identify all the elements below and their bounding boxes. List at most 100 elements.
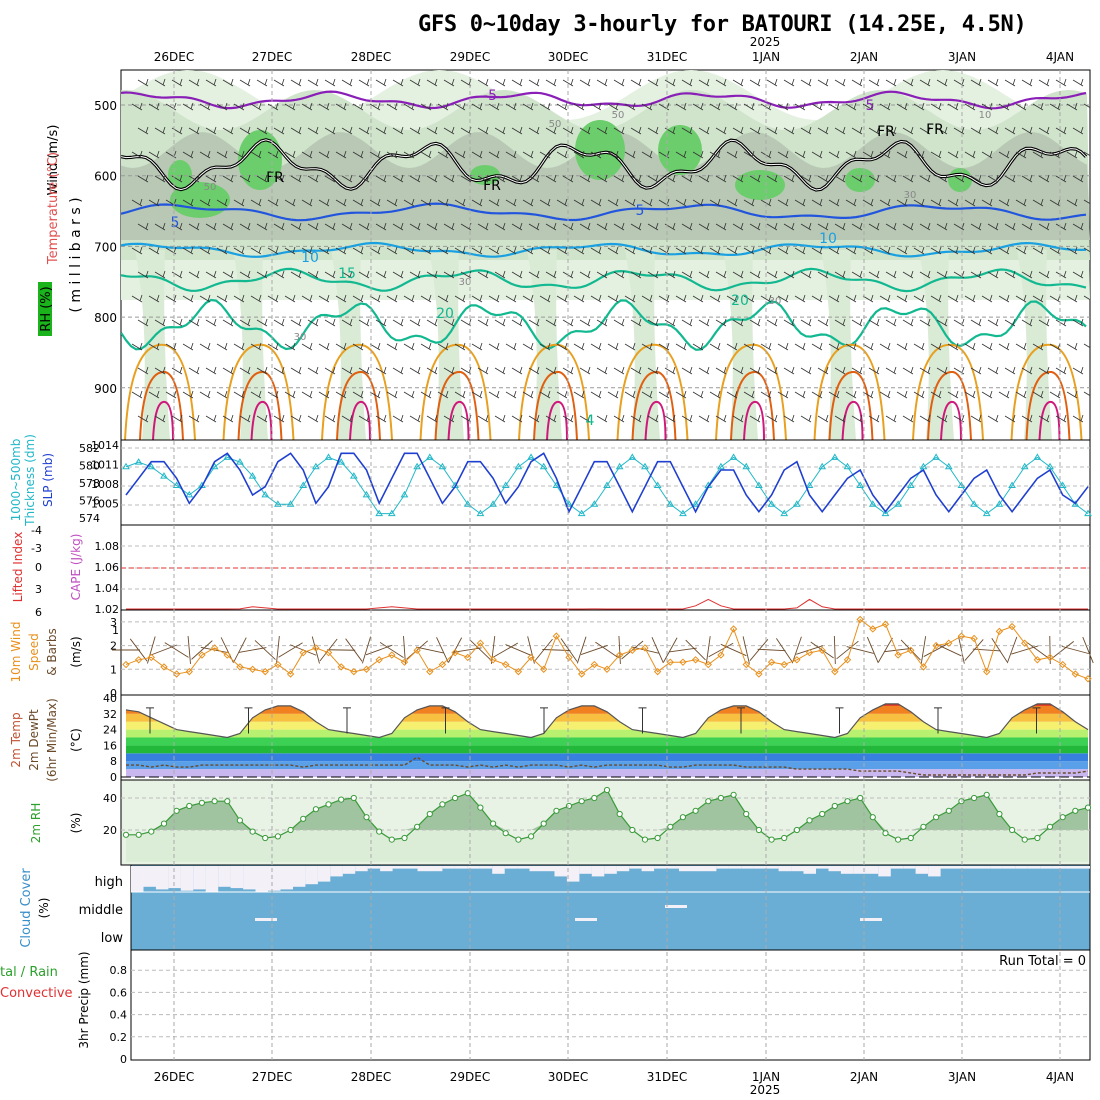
wind-barb	[624, 390, 636, 399]
wind-barb	[290, 126, 302, 135]
wind-speed-point	[679, 658, 687, 666]
wind10m-barb	[742, 636, 750, 664]
li-tick-label: -4	[31, 524, 42, 537]
wind-barb	[511, 174, 523, 183]
cloud-high-bar	[853, 866, 866, 874]
rh-point	[325, 801, 332, 808]
wind-barb	[913, 342, 925, 351]
wind-barb	[233, 246, 245, 255]
wind-barb	[828, 198, 840, 207]
wind-barb	[641, 342, 653, 351]
rh-plume	[331, 250, 366, 440]
wind-barb	[250, 246, 262, 255]
wind-barb	[403, 102, 415, 111]
wind-barb	[726, 342, 738, 351]
cloud-high-bar	[903, 866, 916, 869]
wind-barb	[947, 294, 959, 303]
wind-barb	[267, 246, 279, 255]
wind-barb	[596, 78, 608, 87]
wind-barb	[341, 78, 353, 87]
wind-barb	[477, 414, 489, 423]
wind-barb	[675, 390, 687, 399]
wind-barb	[641, 390, 653, 399]
wind-speed-point	[653, 667, 662, 676]
wind-barb	[794, 150, 806, 159]
wind-barb	[386, 390, 398, 399]
wind-barb	[1072, 366, 1084, 375]
wind-barb	[828, 342, 840, 351]
wind-speed-point	[742, 660, 750, 669]
wind-barb	[239, 174, 251, 183]
wind-barb	[256, 270, 268, 279]
wind-barb	[137, 318, 149, 327]
wind-speed-point	[843, 656, 852, 664]
wind-barb	[579, 414, 591, 423]
rh-point	[781, 834, 788, 842]
thickness-point	[856, 481, 865, 488]
precip-tick-label: 0.2	[110, 1031, 128, 1044]
wind-barb	[505, 150, 517, 159]
wind10m-barb	[311, 636, 320, 664]
wind-barb	[409, 366, 421, 375]
wind-barb	[1021, 222, 1033, 231]
rh-point	[173, 807, 180, 814]
wind-barb	[301, 294, 313, 303]
wind-barb	[624, 342, 636, 351]
wind-barb	[341, 318, 353, 327]
thickness-point	[932, 453, 940, 460]
wind-barb	[539, 198, 551, 207]
cloud-high-bar	[953, 866, 966, 869]
wind-barb	[454, 390, 466, 399]
wind-barb	[369, 102, 381, 111]
wind-barb	[579, 270, 591, 279]
wind-barb	[930, 294, 942, 303]
cloud-high-bar	[143, 866, 156, 887]
cloud-high-bar	[218, 866, 231, 887]
wind-speed-point	[426, 667, 434, 676]
temp-tick-label: 8	[110, 755, 117, 768]
wind-barb	[828, 390, 840, 399]
wind-barb	[233, 294, 245, 303]
thickness-point	[805, 481, 814, 488]
wind-barb	[692, 342, 704, 351]
wind-speed-point	[502, 660, 510, 669]
thickness-point	[906, 481, 915, 488]
wind-barb	[392, 174, 404, 183]
wind-panel-frame	[120, 609, 1091, 696]
wind-barb	[970, 414, 982, 423]
wind-barb	[1021, 174, 1033, 183]
wind-barb	[437, 342, 449, 351]
isotherm-35	[447, 400, 470, 440]
dewpoint-line	[126, 756, 1089, 776]
wind-barb	[494, 366, 506, 375]
wind-barb	[732, 126, 744, 135]
wind-barb	[154, 78, 166, 87]
wind-barb	[556, 294, 568, 303]
wind-barb	[783, 414, 795, 423]
temperature-axis-label: Temperature (°C)	[46, 152, 61, 265]
cloud-high-bar	[741, 866, 754, 869]
wind-barb	[715, 174, 727, 183]
rh-point	[743, 810, 750, 818]
wind-barb	[1083, 247, 1090, 253]
rh-point	[679, 814, 687, 821]
rh-point	[186, 802, 193, 810]
wind-barb	[851, 78, 863, 87]
wind-barb	[596, 414, 608, 423]
wind10m-barb	[663, 637, 678, 663]
wind-barb	[409, 414, 421, 423]
cloud-high-bar	[492, 866, 505, 874]
precip-panel: 0.8 0.6 0.4 0.2 0 Run Total = 0 tal / Rain C…	[0, 949, 1091, 1066]
wind-barb	[913, 150, 925, 159]
wind-barb	[154, 318, 166, 327]
wind-barb	[936, 174, 948, 183]
wind-barb	[273, 78, 285, 87]
cloud-high-bar	[766, 866, 779, 869]
cloud-high-bar	[367, 866, 381, 869]
wind-barb	[199, 246, 211, 255]
wind-barb	[409, 222, 421, 231]
wind-barb	[709, 294, 721, 303]
wind-speed-point	[388, 651, 396, 659]
cloud-high-bar	[928, 866, 941, 877]
wind-barb	[624, 198, 636, 207]
